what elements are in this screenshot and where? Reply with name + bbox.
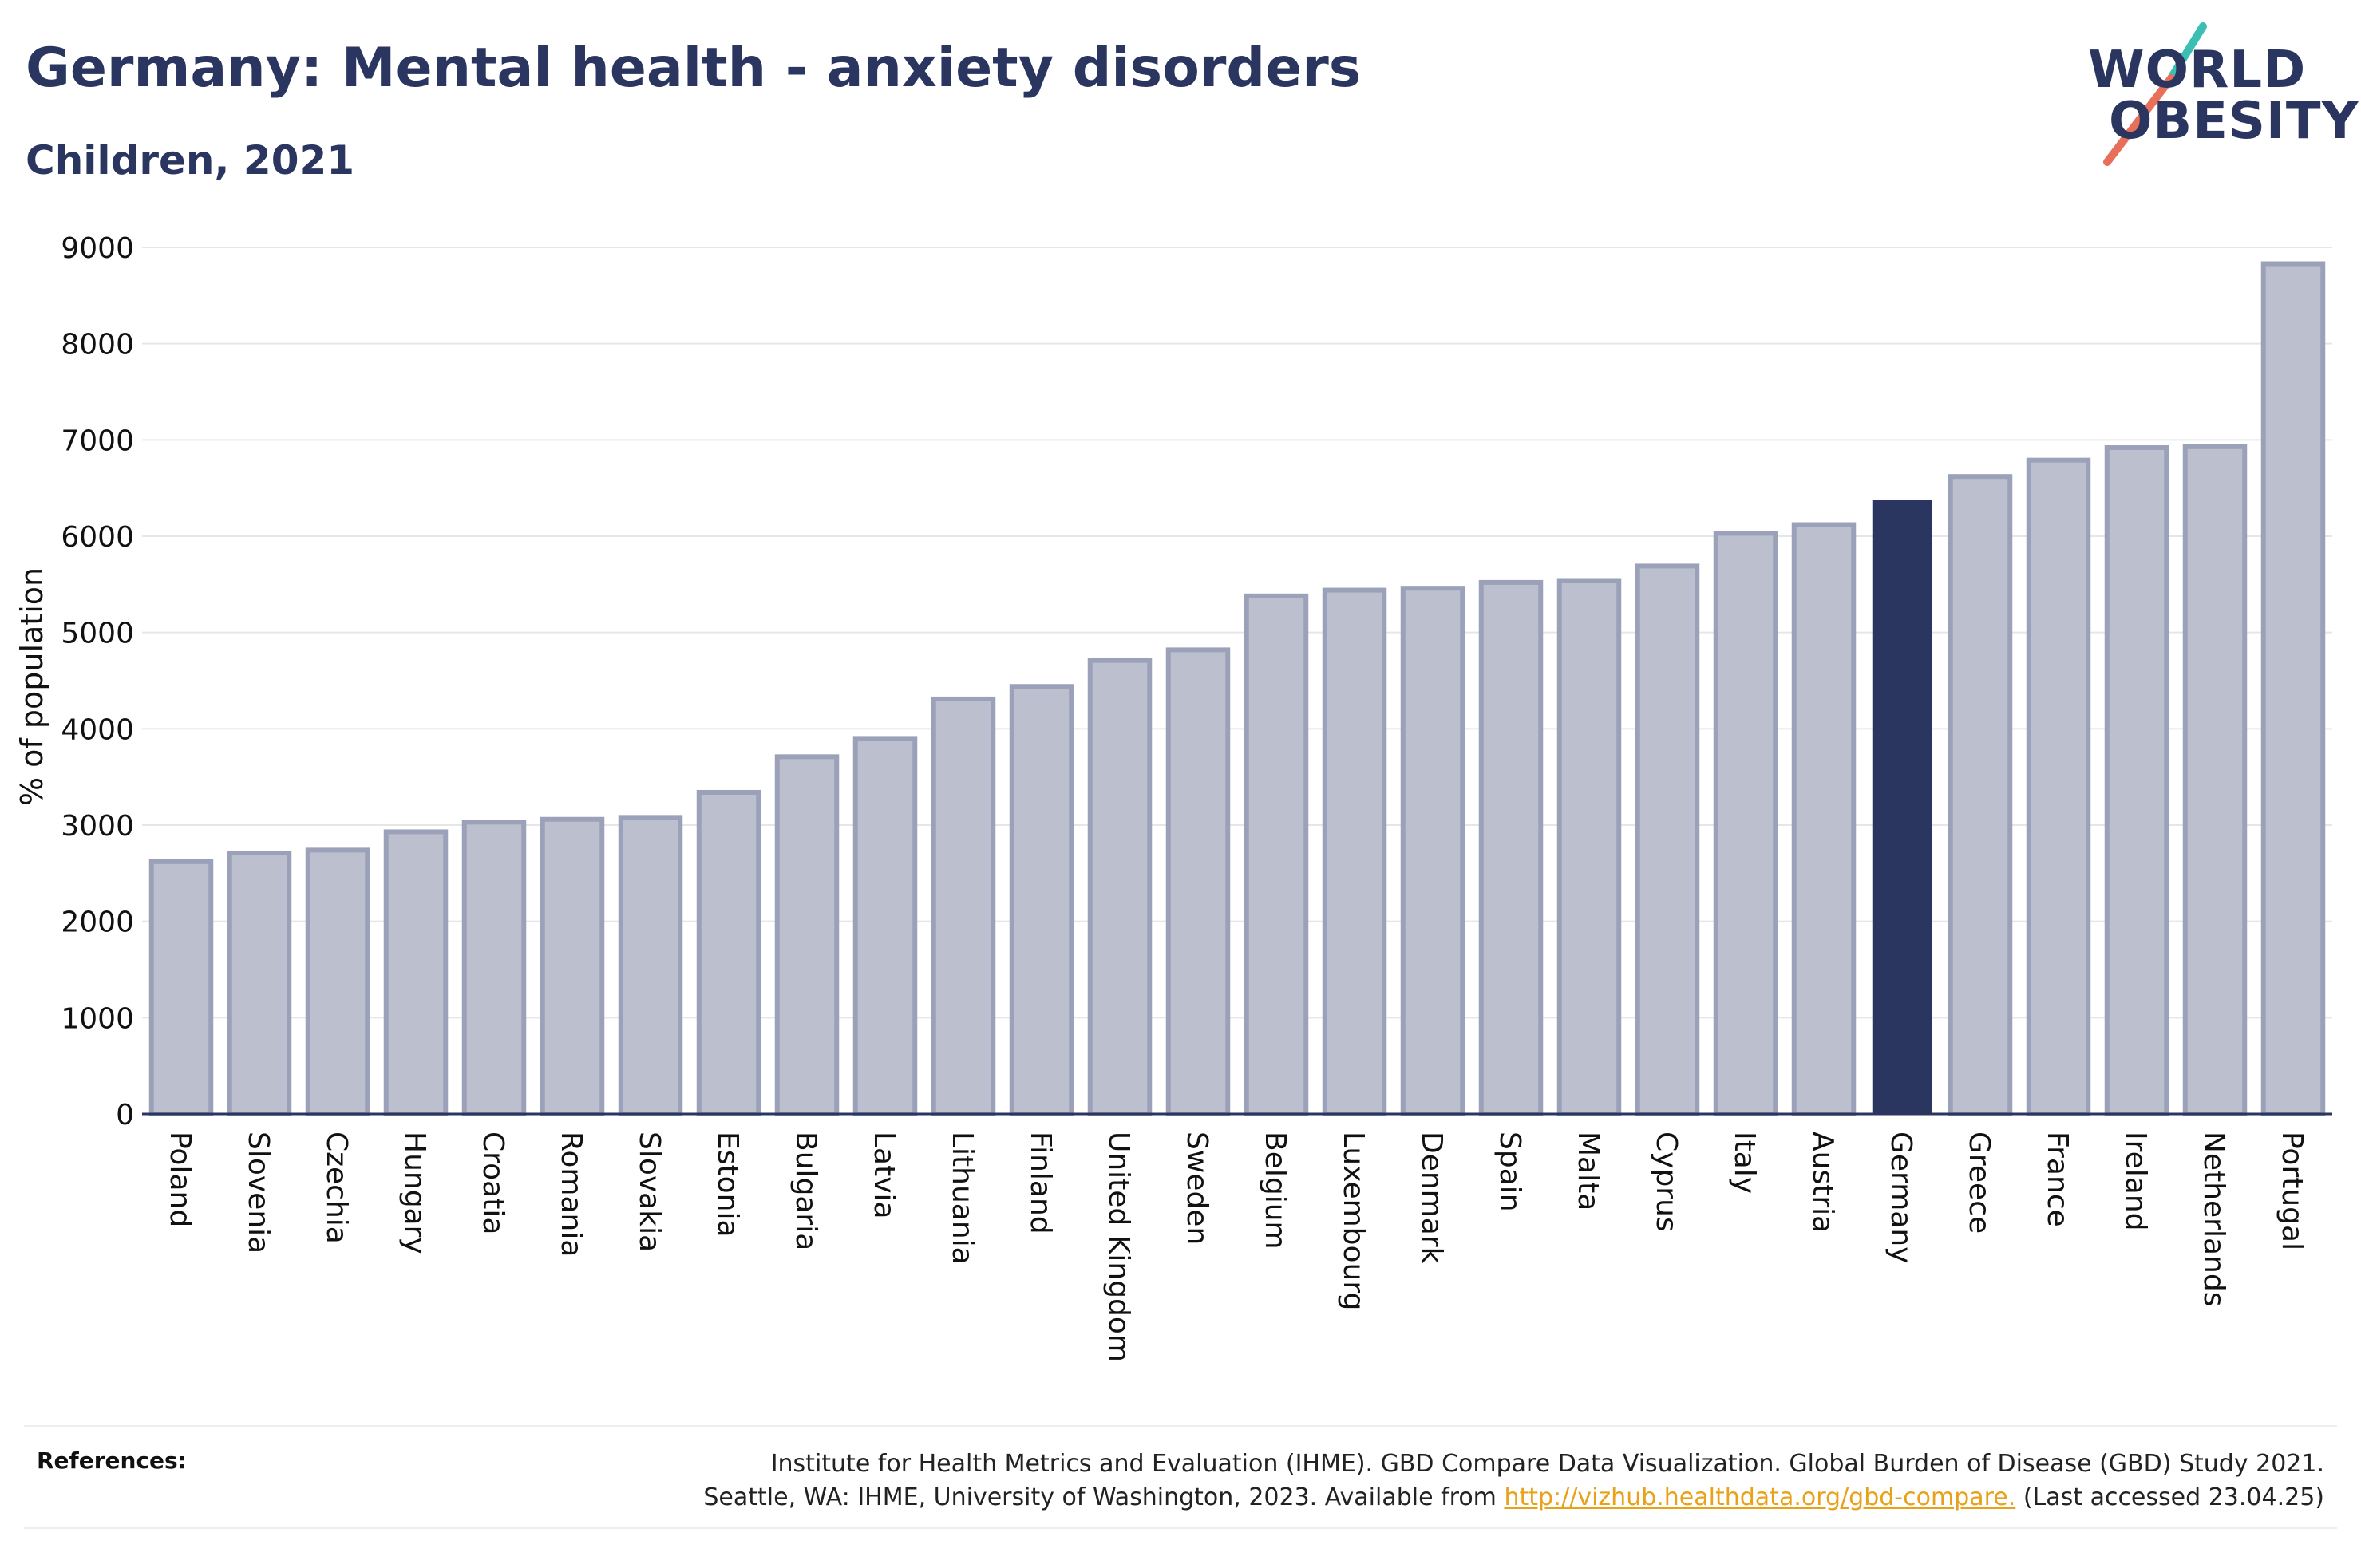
x-tick-label: Poland [164, 1132, 196, 1227]
bar-romania [540, 816, 605, 1116]
bar-greece [1948, 474, 2013, 1116]
bar-austria [1791, 522, 1857, 1116]
x-tick-label: Slovenia [242, 1132, 275, 1254]
x-tick-label: United Kingdom [1102, 1132, 1135, 1362]
y-tick-labels: 0 1000 2000 3000 4000 5000 6000 7000 8000 9000 [61, 232, 134, 1132]
bar-portugal [2260, 261, 2326, 1117]
x-tick-label: Slovakia [633, 1132, 666, 1252]
y-tick-label: 7000 [61, 425, 134, 457]
x-tick-label: Belgium [1259, 1132, 1291, 1250]
logo-slash [2103, 22, 2207, 166]
x-tick-label: France [2041, 1132, 2074, 1227]
x-tick-label: Cyprus [1650, 1132, 1683, 1232]
x-tick-label: Austria [1806, 1132, 1839, 1233]
bar-germany [1872, 500, 1932, 1114]
bar-hungary [383, 829, 449, 1116]
x-tick-label: Hungary [398, 1132, 431, 1254]
bar-croatia [461, 820, 527, 1116]
bar-slovenia [227, 850, 292, 1116]
x-tick-label: Portugal [2276, 1132, 2308, 1250]
x-tick-label: Denmark [1415, 1132, 1448, 1264]
y-tick-label: 8000 [61, 329, 134, 361]
references-footer: References: Institute for Health Metrics… [24, 1425, 2337, 1529]
y-tick-label: 3000 [61, 810, 134, 843]
x-tick-label: Bulgaria [789, 1132, 822, 1250]
bar-luxembourg [1322, 587, 1387, 1116]
bar-malta [1556, 578, 1622, 1116]
bar-czechia [305, 847, 370, 1116]
y-tick-label: 4000 [61, 713, 134, 746]
references-text: Institute for Health Metrics and Evaluat… [648, 1448, 2324, 1515]
bar-netherlands [2182, 444, 2248, 1116]
bar-france [2026, 457, 2091, 1116]
x-tick-label: Finland [1024, 1132, 1057, 1234]
logo-text-world: WORLD [2088, 41, 2307, 100]
y-tick-label: 2000 [61, 906, 134, 939]
reference-line-1: Institute for Health Metrics and Evaluat… [770, 1450, 2324, 1478]
x-tick-label: Italy [1728, 1132, 1761, 1194]
bar-chart: 0 1000 2000 3000 4000 5000 6000 7000 8000 9000 Po… [61, 232, 2332, 1362]
x-tick-label: Czechia [320, 1132, 353, 1244]
y-tick-label: 6000 [61, 521, 134, 554]
x-tick-label: Sweden [1180, 1132, 1213, 1245]
x-tick-label: Lithuania [946, 1132, 979, 1265]
bar-latvia [852, 736, 918, 1117]
reference-line-2: Seattle, WA: IHME, University of Washing… [648, 1481, 2324, 1515]
bar-poland [148, 859, 214, 1117]
y-tick-label: 9000 [61, 232, 134, 265]
bar-denmark [1400, 586, 1465, 1116]
bars [148, 261, 2326, 1117]
logo-text-obesity: OBESITY [2109, 92, 2359, 151]
x-tick-label: Latvia [868, 1132, 900, 1219]
chart-subtitle: Children, 2021 [26, 137, 355, 184]
reference-line-2-suffix: (Last accessed 23.04.25) [2015, 1483, 2324, 1511]
reference-link[interactable]: http://vizhub.healthdata.org/gbd-compare… [1504, 1483, 2016, 1511]
x-tick-label: Netherlands [2197, 1132, 2230, 1306]
y-tick-label: 0 [116, 1099, 134, 1132]
bar-bulgaria [774, 754, 840, 1116]
x-tick-label: Germany [1884, 1132, 1917, 1263]
bar-lithuania [931, 696, 996, 1116]
bar-spain [1478, 579, 1544, 1116]
chart-title: Germany: Mental health - anxiety disorde… [26, 37, 1362, 100]
references-label: References: [37, 1448, 187, 1474]
x-tick-label: Malta [1572, 1132, 1604, 1211]
y-tick-label: 1000 [61, 1002, 134, 1035]
bar-italy [1713, 531, 1778, 1116]
y-tick-label: 5000 [61, 618, 134, 650]
bar-estonia [696, 789, 761, 1116]
x-tick-label: Ireland [2119, 1132, 2152, 1231]
reference-line-2-prefix: Seattle, WA: IHME, University of Washing… [703, 1483, 1505, 1511]
bar-belgium [1244, 593, 1309, 1116]
bar-ireland [2104, 444, 2169, 1116]
x-tick-label: Croatia [477, 1132, 509, 1234]
x-tick-labels: Poland Slovenia Czechia Hungary Croatia Roman… [142, 1112, 2332, 1362]
bar-slovakia [618, 815, 683, 1116]
x-tick-label: Estonia [711, 1132, 744, 1238]
y-axis-label: % of population [14, 567, 49, 806]
bar-sweden [1165, 647, 1231, 1116]
x-tick-label: Luxembourg [1337, 1132, 1370, 1310]
x-tick-label: Greece [1963, 1132, 1995, 1234]
bar-finland [1009, 684, 1074, 1116]
x-tick-label: Spain [1493, 1132, 1526, 1212]
world-obesity-logo: WORLD OBESITY [2075, 22, 2359, 174]
x-tick-label: Romania [555, 1132, 587, 1257]
bar-united-kingdom [1087, 658, 1153, 1116]
bar-cyprus [1635, 563, 1700, 1116]
